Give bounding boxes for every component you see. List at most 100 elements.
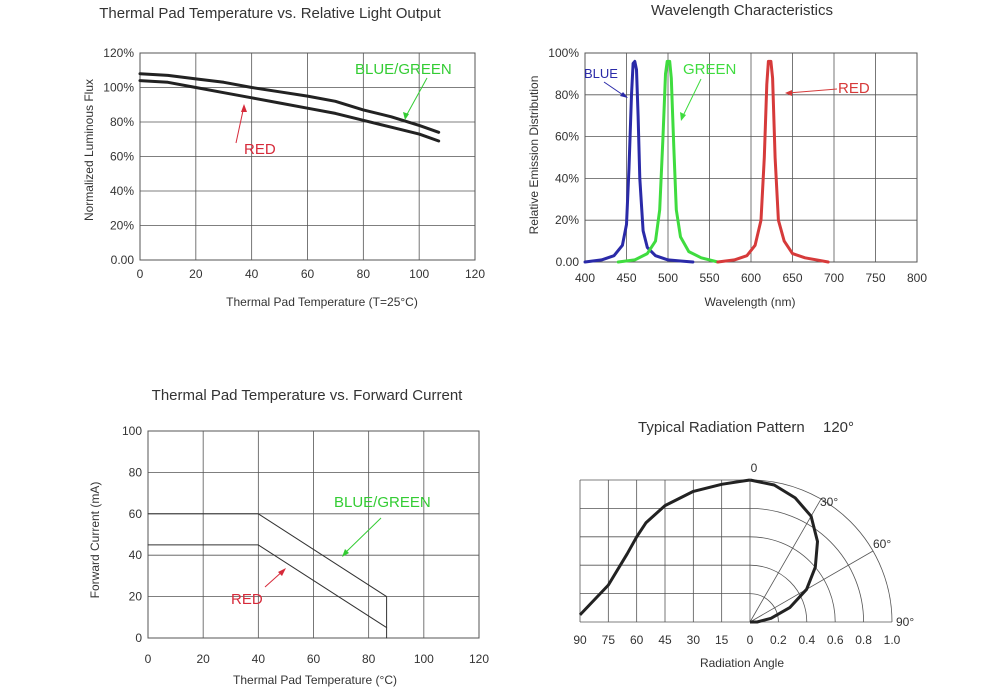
x-tick-label: 100 — [409, 267, 429, 281]
x-tick-label: 100 — [414, 652, 434, 666]
chart-forward-current: Thermal Pad Temperature vs. Forward Curr… — [88, 387, 489, 687]
chart3-title: Thermal Pad Temperature vs. Forward Curr… — [152, 387, 464, 404]
chart3-arrow-bluegreen — [343, 517, 382, 555]
chart1-y-ticks: 0.00 20% 40% 60% 80% 100% 120% — [103, 46, 134, 267]
chart3-arrowhead-bluegreen — [342, 549, 349, 557]
x-tick-label: 80 — [357, 267, 371, 281]
chart2-arrowhead-green — [680, 112, 686, 121]
y-tick-label: 60% — [110, 150, 134, 164]
x-tick-label: 750 — [865, 271, 885, 285]
y-tick-label: 80% — [110, 115, 134, 129]
polar-arc — [749, 479, 893, 623]
y-tick-label: 40 — [129, 548, 143, 562]
chart1-annot-red: RED — [244, 141, 276, 158]
y-tick-label: 80 — [129, 465, 143, 479]
chart2-y-label: Relative Emission Distribution — [527, 76, 541, 235]
x-tick-label: 0 — [145, 652, 152, 666]
series-blue-green — [138, 72, 441, 134]
radius-tick-label: 0.6 — [827, 633, 844, 647]
y-tick-label: 60 — [129, 507, 143, 521]
plot-frame — [584, 52, 918, 263]
x-tick-label: 500 — [658, 271, 678, 285]
chart4-title-angle: 120° — [823, 419, 854, 436]
radius-tick-label: 0.2 — [770, 633, 787, 647]
chart1-arrowhead-red — [241, 104, 247, 112]
x-tick-label: 550 — [699, 271, 719, 285]
y-tick-label: 100 — [122, 424, 142, 438]
chart3-y-ticks: 0 20 40 60 80 100 — [122, 424, 142, 645]
series-green — [616, 59, 720, 264]
radius-tick-label: 1.0 — [884, 633, 901, 647]
chart1-x-label: Thermal Pad Temperature (T=25°C) — [226, 295, 418, 309]
y-tick-label: 40% — [110, 184, 134, 198]
chart2-x-label: Wavelength (nm) — [705, 295, 796, 309]
y-tick-label: 100% — [548, 46, 579, 60]
chart3-arrowhead-red — [278, 568, 286, 576]
x-tick-label: 450 — [616, 271, 636, 285]
chart1-title: Thermal Pad Temperature vs. Relative Lig… — [99, 5, 441, 22]
series-blue — [583, 59, 695, 264]
chart1-series — [138, 72, 441, 143]
x-tick-label: 20 — [189, 267, 203, 281]
y-tick-label: 60% — [555, 130, 579, 144]
x-tick-label: 0 — [137, 267, 144, 281]
angle-tick-label: 30 — [687, 633, 701, 647]
polar-angle-label: 60° — [873, 537, 891, 551]
y-tick-label: 0.00 — [556, 255, 580, 269]
x-tick-label: 650 — [782, 271, 802, 285]
chart2-arrow-red — [787, 88, 838, 94]
chart2-annot-blue: BLUE — [584, 66, 618, 81]
chart2-x-ticks: 400 450 500 550 600 650 700 750 800 — [575, 271, 927, 285]
chart2-title: Wavelength Characteristics — [651, 2, 833, 19]
chart4-grid — [579, 479, 893, 623]
chart3-y-label: Forward Current (mA) — [88, 482, 102, 599]
y-tick-label: 40% — [555, 171, 579, 185]
polar-angle-label: 90° — [896, 615, 914, 629]
angle-tick-label: 90 — [573, 633, 587, 647]
angle-tick-label: 0 — [747, 633, 754, 647]
polar-arc — [749, 593, 779, 623]
angle-tick-label: 15 — [715, 633, 729, 647]
chart2-arrowhead-red — [785, 90, 792, 96]
x-tick-label: 40 — [245, 267, 259, 281]
chart2-annot-green: GREEN — [683, 61, 736, 78]
chart3-x-ticks: 0 20 40 60 80 100 120 — [145, 652, 490, 666]
radius-tick-label: 0.8 — [855, 633, 872, 647]
polar-angle-label: 30° — [820, 495, 838, 509]
series-red — [147, 544, 388, 629]
y-tick-label: 120% — [103, 46, 134, 60]
plot-frame — [147, 430, 480, 639]
x-tick-label: 80 — [362, 652, 376, 666]
y-tick-label: 20% — [110, 219, 134, 233]
angle-tick-label: 75 — [602, 633, 616, 647]
polar-spoke — [749, 550, 874, 623]
polar-arc — [749, 508, 864, 623]
chart4-title: Typical Radiation Pattern — [638, 419, 805, 436]
chart-light-output: Thermal Pad Temperature vs. Relative Lig… — [82, 5, 485, 309]
x-tick-label: 600 — [741, 271, 761, 285]
y-tick-label: 80% — [555, 88, 579, 102]
y-tick-label: 100% — [103, 81, 134, 95]
polar-arc — [749, 536, 836, 623]
chart2-annot-red: RED — [838, 80, 870, 97]
chart3-annot-red: RED — [231, 591, 263, 608]
y-tick-label: 0.00 — [111, 253, 135, 267]
x-tick-label: 20 — [196, 652, 210, 666]
chart1-y-label: Normalized Luminous Flux — [82, 79, 96, 221]
series-cartesian-curve — [578, 478, 751, 616]
plot-frame — [139, 52, 476, 261]
chart1-x-ticks: 0 20 40 60 80 100 120 — [137, 267, 486, 281]
chart4-ticks: 90 75 60 45 30 15 0 0.2 0.4 0.6 0.8 1.0 0 30° 60° 90° — [573, 461, 914, 647]
x-tick-label: 800 — [907, 271, 927, 285]
x-tick-label: 700 — [824, 271, 844, 285]
polar-spoke — [749, 498, 822, 623]
chart3-grid — [147, 430, 480, 639]
chart3-annot-bluegreen: BLUE/GREEN — [334, 494, 431, 511]
chart1-arrow-red — [235, 105, 245, 144]
angle-tick-label: 60 — [630, 633, 644, 647]
x-tick-label: 120 — [465, 267, 485, 281]
chart3-series — [147, 513, 388, 639]
chart2-y-ticks: 0.00 20% 40% 60% 80% 100% — [548, 46, 579, 269]
chart-wavelength: Wavelength Characteristics 400 450 500 550 6… — [527, 2, 927, 309]
